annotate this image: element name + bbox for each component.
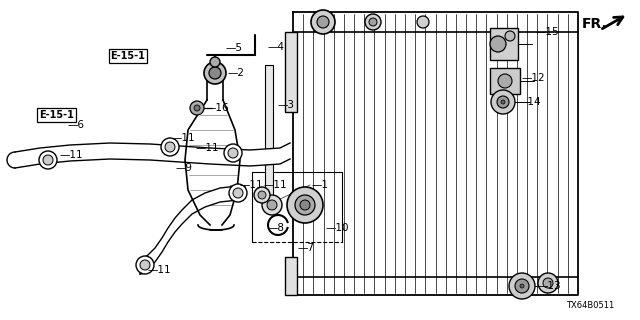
Circle shape bbox=[254, 187, 270, 203]
Text: —11: —11 bbox=[172, 133, 196, 143]
Circle shape bbox=[190, 101, 204, 115]
Circle shape bbox=[229, 184, 247, 202]
Circle shape bbox=[509, 273, 535, 299]
Circle shape bbox=[228, 148, 238, 158]
Circle shape bbox=[161, 138, 179, 156]
Text: —15: —15 bbox=[535, 27, 559, 37]
Circle shape bbox=[317, 16, 329, 28]
Bar bbox=[490, 68, 520, 94]
Text: —3: —3 bbox=[277, 100, 294, 110]
Bar bbox=[490, 28, 518, 60]
Text: —11: —11 bbox=[148, 265, 172, 275]
Circle shape bbox=[258, 191, 266, 199]
Polygon shape bbox=[140, 186, 238, 274]
Text: —6: —6 bbox=[68, 120, 85, 130]
Circle shape bbox=[233, 188, 243, 198]
Circle shape bbox=[490, 36, 506, 52]
Circle shape bbox=[501, 100, 505, 104]
Circle shape bbox=[267, 200, 277, 210]
Text: TX64B0511: TX64B0511 bbox=[566, 301, 614, 310]
Text: —11: —11 bbox=[240, 180, 264, 190]
Circle shape bbox=[520, 284, 524, 288]
Bar bbox=[285, 32, 297, 112]
Circle shape bbox=[538, 273, 558, 293]
Text: E-15-1: E-15-1 bbox=[39, 110, 74, 120]
Text: —14: —14 bbox=[517, 97, 541, 107]
Circle shape bbox=[194, 105, 200, 111]
Text: —16: —16 bbox=[205, 103, 228, 113]
Text: —1: —1 bbox=[312, 180, 329, 190]
Text: —8: —8 bbox=[268, 223, 285, 233]
Circle shape bbox=[311, 10, 335, 34]
Text: —7: —7 bbox=[298, 243, 315, 253]
Text: —11: —11 bbox=[196, 143, 220, 153]
Bar bbox=[285, 257, 297, 295]
Circle shape bbox=[417, 16, 429, 28]
Text: —2: —2 bbox=[228, 68, 245, 78]
Circle shape bbox=[140, 260, 150, 270]
Text: E-15-1: E-15-1 bbox=[111, 51, 145, 61]
Text: —4: —4 bbox=[268, 42, 285, 52]
Text: —12: —12 bbox=[522, 73, 546, 83]
Circle shape bbox=[497, 96, 509, 108]
Text: —5: —5 bbox=[225, 43, 242, 53]
Circle shape bbox=[498, 74, 512, 88]
Polygon shape bbox=[15, 143, 290, 168]
Circle shape bbox=[209, 67, 221, 79]
Circle shape bbox=[210, 57, 220, 67]
Circle shape bbox=[295, 195, 315, 215]
Circle shape bbox=[165, 142, 175, 152]
Text: —11: —11 bbox=[60, 150, 84, 160]
Circle shape bbox=[43, 155, 53, 165]
Circle shape bbox=[365, 14, 381, 30]
Bar bbox=[265, 65, 273, 195]
Circle shape bbox=[491, 90, 515, 114]
Text: FR.: FR. bbox=[582, 17, 608, 31]
Circle shape bbox=[262, 195, 282, 215]
Circle shape bbox=[287, 187, 323, 223]
Text: —9: —9 bbox=[175, 163, 192, 173]
Circle shape bbox=[515, 279, 529, 293]
Circle shape bbox=[543, 278, 553, 288]
Text: —10: —10 bbox=[325, 223, 349, 233]
Circle shape bbox=[39, 151, 57, 169]
Circle shape bbox=[369, 18, 377, 26]
Text: —13: —13 bbox=[538, 281, 562, 291]
Circle shape bbox=[136, 256, 154, 274]
Circle shape bbox=[300, 200, 310, 210]
Circle shape bbox=[224, 144, 242, 162]
Text: —11: —11 bbox=[264, 180, 287, 190]
Circle shape bbox=[204, 62, 226, 84]
Circle shape bbox=[505, 31, 515, 41]
